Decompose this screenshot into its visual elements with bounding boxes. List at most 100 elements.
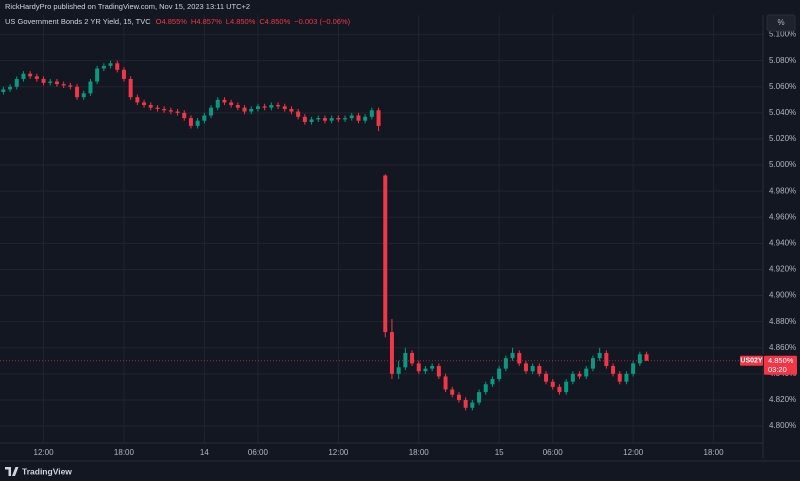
candle-body [28, 73, 33, 77]
candle-body [470, 402, 475, 408]
candle-body [101, 65, 106, 69]
brand: TradingView [22, 466, 72, 476]
x-tick-label: 12:00 [623, 448, 644, 457]
candle-body [222, 99, 227, 103]
candle-body [235, 105, 240, 108]
candle-body [322, 118, 327, 121]
candle-body [336, 118, 341, 120]
candle-body [128, 78, 133, 98]
candle-body [356, 115, 361, 121]
candle-body [188, 118, 193, 126]
logo: TradingView [5, 466, 72, 476]
candle-body [617, 373, 622, 382]
scale-button-label[interactable]: % [777, 18, 784, 27]
author-line: RickHardyPro published on TradingView.co… [5, 2, 250, 11]
candle-body [168, 110, 173, 112]
candle-body [383, 175, 388, 333]
scale-button[interactable] [766, 14, 796, 32]
candle-body [376, 110, 381, 126]
candle-body [329, 118, 334, 121]
candle-body [262, 106, 267, 108]
quote: O4.855% H4.857% L4.850% C4.850% −0.003 (−0.0… [156, 17, 351, 26]
candle-body [517, 352, 522, 364]
candle-body [537, 366, 542, 374]
quote-value: L4.850% [226, 17, 256, 26]
candle-body [209, 107, 214, 116]
y-tick-label: 4.980% [769, 186, 796, 195]
candle-body [282, 106, 287, 109]
candle-body [296, 111, 301, 117]
y-tick-label: 4.880% [769, 317, 796, 326]
candle-body [68, 85, 73, 87]
candle-body [95, 68, 100, 82]
candle-body [8, 86, 13, 90]
y-tick-label: 4.920% [769, 265, 796, 274]
candle-body [550, 381, 555, 387]
candle-body [121, 69, 126, 79]
candle-body [544, 373, 549, 382]
candle-body [430, 366, 435, 369]
candle-body [155, 107, 160, 109]
candle-body [416, 363, 421, 372]
candle-body [503, 358, 508, 369]
candle-body [302, 116, 307, 122]
y-tick-label: 5.040% [769, 108, 796, 117]
candle-body [564, 381, 569, 393]
quote-value: C4.850% [259, 17, 290, 26]
candle-body [477, 392, 482, 403]
candle-body [34, 76, 39, 79]
candle-body [309, 119, 314, 122]
candle-body [202, 115, 207, 121]
candle-body [510, 352, 515, 359]
candle-body [577, 373, 582, 377]
candle-body [423, 368, 428, 372]
y-tick-label: 5.080% [769, 56, 796, 65]
symbol-tag-label: US02Y [740, 358, 763, 365]
y-tick-label: 4.960% [769, 212, 796, 221]
candle-body [483, 384, 488, 393]
candle-body [436, 366, 441, 377]
y-tick-label: 4.820% [769, 395, 796, 404]
candle-body [48, 81, 53, 83]
y-tick-label: 5.060% [769, 82, 796, 91]
candle-body [631, 363, 636, 374]
price-tag [764, 355, 797, 375]
candle-body [584, 368, 589, 377]
x-tick-label: 15 [495, 448, 504, 457]
x-tick-label: 14 [200, 448, 209, 457]
candle-body [410, 352, 415, 364]
candle-body [14, 78, 19, 87]
candle-body [242, 107, 247, 112]
candle-body [456, 394, 461, 400]
candle-body [590, 358, 595, 369]
x-tick-label: 18:00 [114, 448, 135, 457]
x-tick-label: 12:00 [328, 448, 349, 457]
candle-body [289, 108, 294, 112]
y-tick-label: 4.900% [769, 291, 796, 300]
y-tick-label: 5.100% [769, 30, 796, 39]
candle-body [148, 105, 153, 108]
logo-mark [5, 467, 19, 476]
candle-body [21, 73, 26, 79]
candle-body [363, 116, 368, 121]
candle-body [497, 368, 502, 380]
y-tick-label: 4.800% [769, 421, 796, 430]
quote-value: O4.855% [156, 17, 188, 26]
candle-body [276, 105, 281, 107]
y-tick-label: 4.940% [769, 238, 796, 247]
y-tick-label: 4.860% [769, 343, 796, 352]
candles [0, 60, 763, 411]
candle-body [570, 373, 575, 382]
y-tick-label: 5.020% [769, 134, 796, 143]
y-tick-label: 5.000% [769, 160, 796, 169]
candle-body [624, 373, 629, 382]
candle-body [135, 97, 140, 103]
candle-body [162, 108, 167, 111]
candle-body [54, 81, 59, 85]
quote-value: H4.857% [191, 17, 222, 26]
candle-body [637, 354, 642, 364]
candle-body [269, 105, 274, 108]
candle-body [604, 352, 609, 367]
